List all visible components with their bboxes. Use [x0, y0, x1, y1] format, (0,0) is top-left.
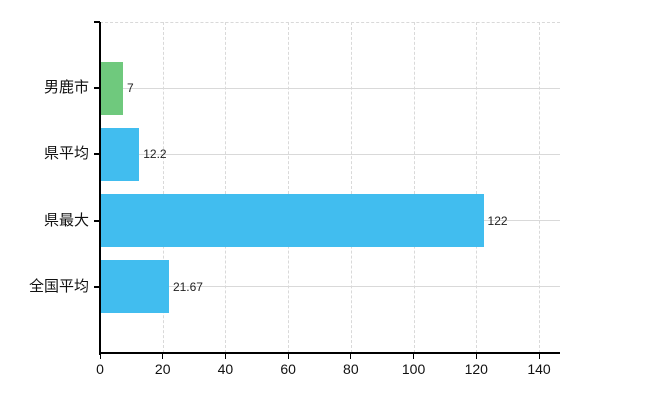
gridline-horizontal — [100, 286, 560, 288]
y-tick — [94, 219, 100, 222]
category-label: 県平均 — [43, 145, 89, 163]
x-tick — [287, 354, 289, 359]
category-label: 男鹿市 — [43, 79, 89, 97]
gridline-vertical — [288, 22, 290, 353]
bar — [101, 61, 123, 115]
gridline-horizontal — [100, 153, 560, 155]
bar — [101, 127, 140, 181]
y-tick — [94, 153, 100, 156]
x-tick — [162, 354, 164, 359]
category-label: 県最大 — [43, 211, 89, 229]
category-label: 全国平均 — [28, 277, 89, 295]
bar — [101, 260, 169, 314]
y-tick — [94, 21, 100, 23]
gridline-vertical — [162, 22, 164, 353]
x-tick — [99, 354, 101, 359]
bar-value-label: 7 — [126, 81, 134, 96]
x-axis-line — [99, 352, 560, 354]
bar-value-label: 122 — [487, 213, 508, 228]
x-tick — [350, 354, 352, 359]
gridline-vertical — [476, 22, 478, 353]
x-tick — [538, 354, 540, 359]
gridline-vertical — [539, 22, 540, 353]
x-tick-label: 60 — [280, 361, 296, 377]
x-tick-label: 80 — [343, 361, 359, 377]
bar — [101, 194, 484, 248]
x-tick-label: 140 — [527, 361, 551, 377]
x-tick-label: 20 — [154, 361, 171, 377]
y-tick — [94, 285, 100, 288]
plot-top-border — [100, 22, 560, 23]
x-tick — [224, 354, 226, 359]
gridline-horizontal — [100, 87, 560, 89]
y-tick — [94, 87, 100, 90]
gridline-vertical — [413, 22, 415, 353]
x-tick-label: 100 — [401, 361, 426, 377]
x-tick-label: 0 — [96, 361, 104, 377]
x-tick-label: 120 — [464, 361, 488, 377]
gridline-vertical — [350, 22, 352, 353]
y-axis-line — [99, 22, 101, 355]
x-tick — [475, 354, 477, 359]
x-tick — [413, 354, 415, 359]
bar-value-label: 21.67 — [172, 279, 203, 294]
bar-value-label: 12.2 — [143, 147, 167, 162]
x-tick-label: 40 — [217, 361, 234, 377]
gridline-vertical — [225, 22, 227, 353]
